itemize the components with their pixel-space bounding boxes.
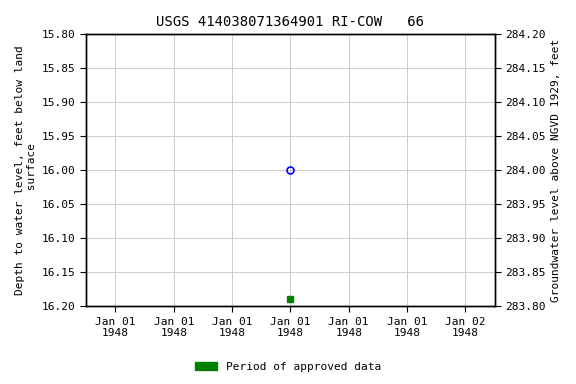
Y-axis label: Groundwater level above NGVD 1929, feet: Groundwater level above NGVD 1929, feet [551,39,561,302]
Y-axis label: Depth to water level, feet below land
 surface: Depth to water level, feet below land su… [15,45,37,295]
Legend: Period of approved data: Period of approved data [191,358,385,377]
Title: USGS 414038071364901 RI-COW   66: USGS 414038071364901 RI-COW 66 [157,15,425,29]
